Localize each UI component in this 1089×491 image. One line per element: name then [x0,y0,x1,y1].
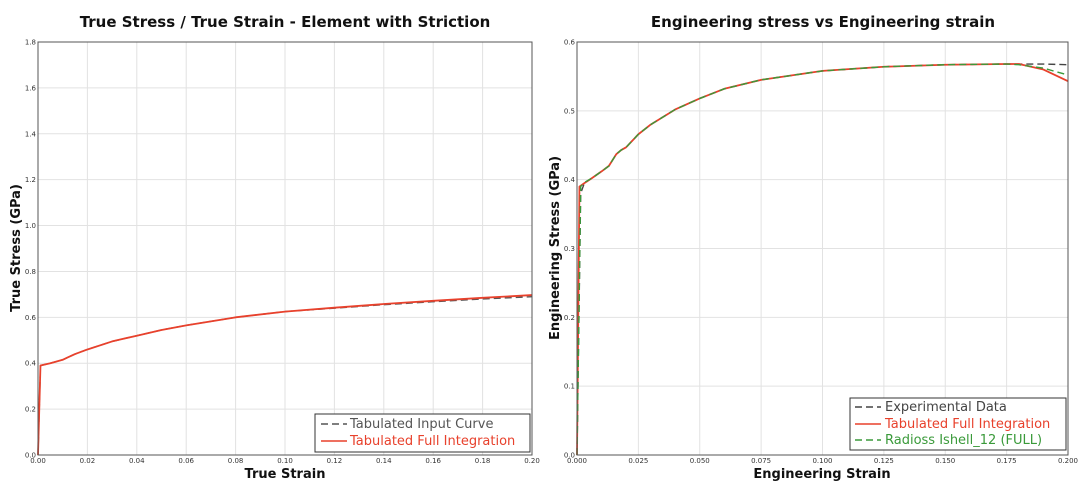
chart-title: Engineering stress vs Engineering strain [651,13,995,31]
x-tick-label: 0.000 [567,457,587,465]
y-tick-label: 0.0 [564,452,575,460]
legend: Tabulated Input Curve Tabulated Full Int… [314,413,531,453]
series-line-2 [37,294,533,456]
y-tick-label: 0.4 [564,176,576,184]
x-tick-label: 0.025 [628,457,648,465]
legend-entry: Tabulated Input Curve [349,417,493,432]
x-tick-label: 0.14 [376,457,392,465]
x-tick-labels: 0.00 0.02 0.04 0.06 0.08 0.10 0.12 0.14 0.16 0.18… [30,457,540,465]
y-tick-label: 0.8 [25,268,36,276]
legend-entry: Radioss Ishell_12 (FULL) [885,433,1042,448]
legend-box [849,397,1067,451]
x-axis-label: Engineering Strain [753,467,890,482]
plot-area-frame [37,41,533,456]
y-tick-label: 1.0 [25,222,36,230]
plot-area-frame [576,41,1069,456]
y-axis-label: True Stress (GPa) [9,184,24,312]
y-tick-label: 0.4 [25,360,37,368]
y-tick-label: 1.4 [25,130,37,138]
legend-entry: Experimental Data [885,400,1007,415]
y-tick-labels: 0.0 0.2 0.4 0.6 0.8 1.0 1.2 1.4 1.6 1.8 [25,39,37,460]
x-tick-label: 0.00 [30,457,46,465]
y-tick-label: 0.5 [564,107,575,115]
chart-title: True Stress / True Strain - Element with… [80,13,491,31]
series-layer [37,294,533,456]
y-tick-label: 0.6 [25,314,37,322]
legend-entry: Tabulated Full Integration [349,434,515,449]
chart-true-stress: True Stress / True Strain - Element with… [9,13,540,482]
x-tick-label: 0.16 [425,457,441,465]
y-tick-label: 1.6 [25,84,37,92]
x-tick-label: 0.050 [690,457,710,465]
x-tick-label: 0.02 [80,457,96,465]
x-tick-label: 0.200 [1058,457,1078,465]
x-tick-label: 0.18 [475,457,491,465]
y-tick-label: 1.8 [25,39,36,47]
y-tick-label: 0.2 [25,406,36,414]
legend-entry: Tabulated Full Integration [884,417,1050,432]
x-tick-label: 0.10 [277,457,293,465]
y-tick-label: 0.3 [564,245,575,253]
legend: Experimental Data Tabulated Full Integra… [849,397,1067,451]
x-tick-labels: 0.000 0.025 0.050 0.075 0.100 0.125 0.150 0.175… [567,457,1078,465]
grid-layer [576,41,1069,456]
x-axis-label: True Strain [245,467,326,482]
x-tick-label: 0.125 [874,457,894,465]
chart-engineering-stress: Engineering stress vs Engineering strain… [548,13,1078,482]
x-tick-label: 0.175 [997,457,1017,465]
series-layer [576,63,1069,456]
x-tick-label: 0.12 [327,457,343,465]
y-tick-label: 0.0 [25,452,36,460]
x-tick-label: 0.06 [178,457,194,465]
x-tick-label: 0.20 [524,457,540,465]
y-tick-label: 0.2 [564,314,575,322]
x-tick-label: 0.150 [935,457,955,465]
y-tick-label: 0.1 [564,383,575,391]
x-tick-label: 0.100 [812,457,832,465]
series-line-3 [576,63,1069,456]
x-tick-label: 0.04 [129,457,145,465]
y-tick-labels: 0.0 0.1 0.2 0.3 0.4 0.5 0.6 [564,39,576,460]
x-tick-label: 0.075 [751,457,771,465]
x-tick-label: 0.08 [228,457,244,465]
y-tick-label: 0.6 [564,39,576,47]
legend-box [314,413,531,453]
y-axis-label: Engineering Stress (GPa) [548,156,563,340]
y-tick-label: 1.2 [25,176,36,184]
grid-layer [37,41,533,456]
